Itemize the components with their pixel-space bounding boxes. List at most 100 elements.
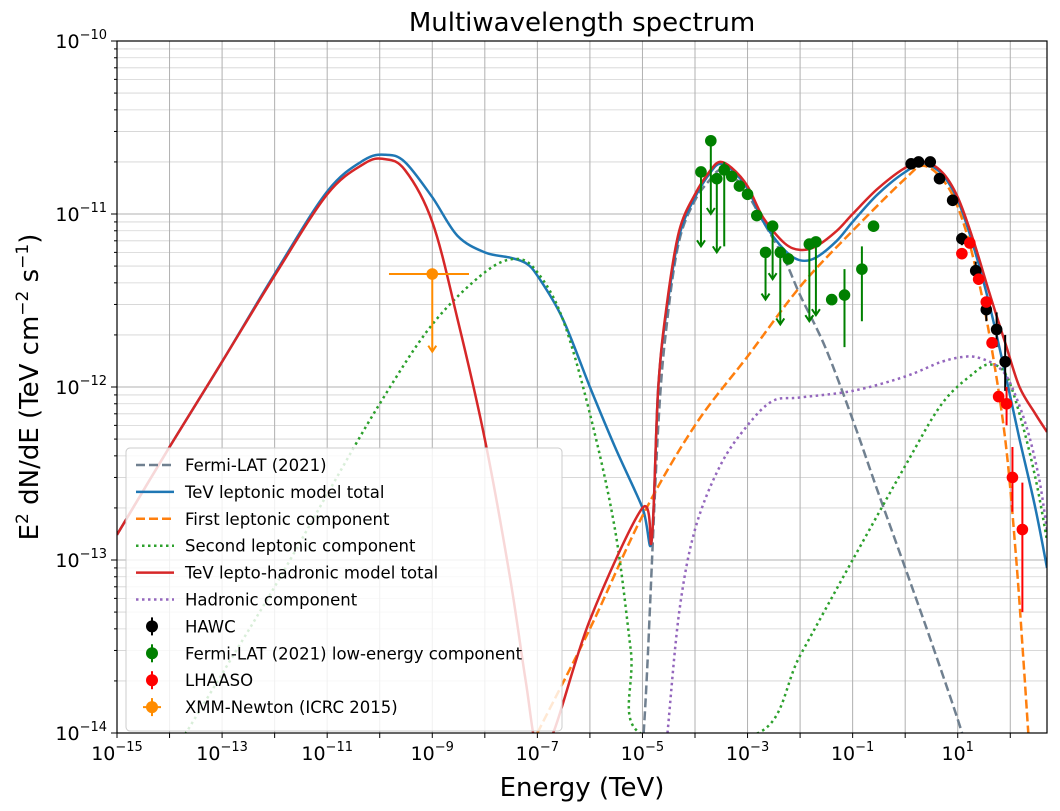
data-point [912, 156, 925, 168]
legend-box [125, 447, 563, 732]
x-axis-ticks: 10−15 10−13 10−11 10−9 10−7 10−5 10−3 10−1 101 [91, 733, 1011, 765]
upper-limit-arrow [775, 317, 786, 327]
data-point [972, 273, 985, 285]
data-point [980, 296, 993, 308]
y-label-part-4: s [15, 269, 45, 291]
data-point [782, 253, 795, 265]
y-label-part-0: E [15, 524, 45, 540]
legend-entry-label: HAWC [185, 617, 236, 636]
data-point [933, 172, 946, 185]
x-tick-base: 10 [941, 743, 965, 765]
x-tick-exponent: −3 [750, 740, 769, 755]
y-label-part-6: ) [15, 234, 45, 244]
series-points [388, 134, 1029, 613]
point-marker [733, 180, 746, 192]
point-marker [867, 220, 880, 233]
x-tick-label: 10−9 [411, 740, 454, 765]
point-marker [1016, 523, 1029, 536]
x-tick-label: 10−7 [516, 740, 559, 765]
y-tick-label: 10−13 [55, 547, 107, 572]
point-marker [946, 194, 959, 207]
data-point [803, 238, 816, 324]
legend-marker-swatch [146, 701, 158, 714]
upper-limit-arrow [711, 245, 722, 255]
point-marker [924, 156, 937, 168]
x-tick-base: 10 [516, 743, 540, 765]
y-tick-exponent: −13 [80, 547, 107, 562]
y-label-part-2: dN/dE (TeV cm [15, 316, 45, 513]
point-marker [1006, 471, 1019, 484]
data-point [986, 337, 998, 349]
data-point [725, 170, 738, 183]
y-tick-exponent: −12 [80, 374, 107, 389]
legend-entry-label: TeV leptonic model total [184, 483, 384, 502]
data-point [718, 161, 731, 247]
legend-marker-swatch [146, 647, 158, 660]
data-point [992, 390, 1005, 403]
data-point [999, 334, 1011, 391]
legend-entry-label: Second leptonic component [185, 537, 416, 556]
series-line-3 [184, 257, 1047, 733]
point-marker [426, 268, 439, 280]
x-tick-base: 10 [726, 743, 750, 765]
point-marker [718, 164, 731, 176]
x-tick-exponent: −1 [855, 740, 874, 755]
x-tick-base: 10 [196, 743, 220, 765]
point-marker [782, 253, 795, 265]
x-tick-label: 10−13 [196, 740, 248, 765]
upper-limit-arrow [804, 314, 815, 324]
x-tick-label: 10−1 [831, 740, 874, 765]
data-point [825, 293, 838, 306]
data-point [1006, 446, 1019, 512]
data-point [956, 247, 968, 260]
point-marker [750, 209, 763, 222]
y-tick-base: 10 [55, 550, 79, 572]
data-point [946, 194, 959, 207]
point-marker [933, 172, 946, 185]
upper-limit-arrow [811, 308, 821, 318]
legend-entry-label: LHAASO [185, 671, 253, 690]
y-label-part-1: 2 [13, 513, 33, 524]
upper-limit-arrow [760, 293, 771, 302]
data-point [759, 246, 772, 302]
y-tick-base: 10 [55, 377, 79, 399]
legend-entry-label: Fermi-LAT (2021) low-energy component [185, 644, 523, 663]
y-tick-base: 10 [55, 204, 79, 226]
upper-limit-arrow [705, 207, 716, 216]
data-point [695, 166, 707, 249]
data-point [711, 172, 723, 255]
data-point [964, 237, 976, 249]
data-point [1000, 387, 1013, 426]
y-tick-exponent: −14 [80, 720, 107, 735]
y-tick-exponent: −11 [80, 201, 107, 216]
point-marker [741, 188, 754, 201]
data-point [733, 180, 746, 192]
x-tick-base: 10 [621, 743, 645, 765]
point-marker [980, 296, 993, 308]
x-tick-base: 10 [91, 743, 115, 765]
y-tick-label: 10−10 [55, 28, 107, 53]
x-tick-label: 10−3 [726, 740, 769, 765]
point-marker [774, 246, 787, 259]
y-tick-label: 10−12 [55, 374, 107, 399]
point-marker [759, 246, 772, 259]
y-tick-exponent: −10 [80, 28, 107, 43]
data-point [810, 236, 822, 318]
point-marker [825, 293, 838, 306]
point-marker [695, 166, 707, 178]
x-tick-label: 10−15 [91, 740, 143, 765]
legend-entry-label: Hadronic component [185, 591, 358, 610]
legend-marker-swatch [146, 620, 158, 633]
data-point [766, 220, 779, 281]
point-marker [912, 156, 925, 168]
y-tick-base: 10 [55, 723, 79, 745]
y-tick-label: 10−14 [55, 720, 107, 745]
x-tick-label: 10−11 [301, 740, 353, 765]
x-tick-base: 10 [411, 743, 435, 765]
point-marker [986, 337, 998, 349]
point-marker [838, 289, 851, 301]
point-marker [990, 323, 1003, 336]
point-marker [964, 237, 976, 249]
